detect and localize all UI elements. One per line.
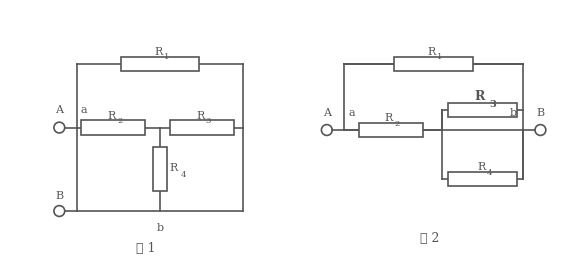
- Bar: [449, 103, 517, 117]
- Text: 1: 1: [437, 53, 443, 61]
- Bar: [449, 172, 517, 186]
- Text: 1: 1: [164, 53, 169, 61]
- Text: R: R: [196, 111, 204, 121]
- Text: 4: 4: [486, 169, 492, 177]
- Text: b: b: [156, 223, 163, 233]
- Text: R: R: [385, 113, 393, 123]
- Text: B: B: [536, 108, 544, 118]
- Text: a: a: [81, 105, 87, 115]
- Bar: [81, 121, 145, 135]
- Bar: [153, 147, 167, 191]
- Text: a: a: [348, 108, 354, 118]
- Text: R: R: [475, 90, 485, 104]
- Text: 4: 4: [181, 171, 187, 179]
- Text: R: R: [477, 162, 485, 172]
- Text: 3: 3: [489, 100, 496, 109]
- Text: 2: 2: [394, 120, 400, 128]
- Text: 图 2: 图 2: [420, 232, 440, 246]
- Text: A: A: [323, 108, 331, 118]
- Text: R: R: [170, 163, 178, 173]
- Text: 2: 2: [117, 117, 122, 125]
- Bar: [170, 121, 234, 135]
- Bar: [358, 123, 422, 137]
- Text: 图 1: 图 1: [135, 242, 155, 255]
- Text: R: R: [154, 47, 163, 57]
- Bar: [394, 57, 473, 71]
- Text: A: A: [55, 105, 63, 115]
- Text: R: R: [107, 111, 116, 121]
- Text: b: b: [510, 108, 517, 118]
- Bar: [121, 57, 199, 71]
- Text: 3: 3: [206, 117, 211, 125]
- Text: R: R: [428, 47, 436, 57]
- Text: B: B: [55, 191, 63, 201]
